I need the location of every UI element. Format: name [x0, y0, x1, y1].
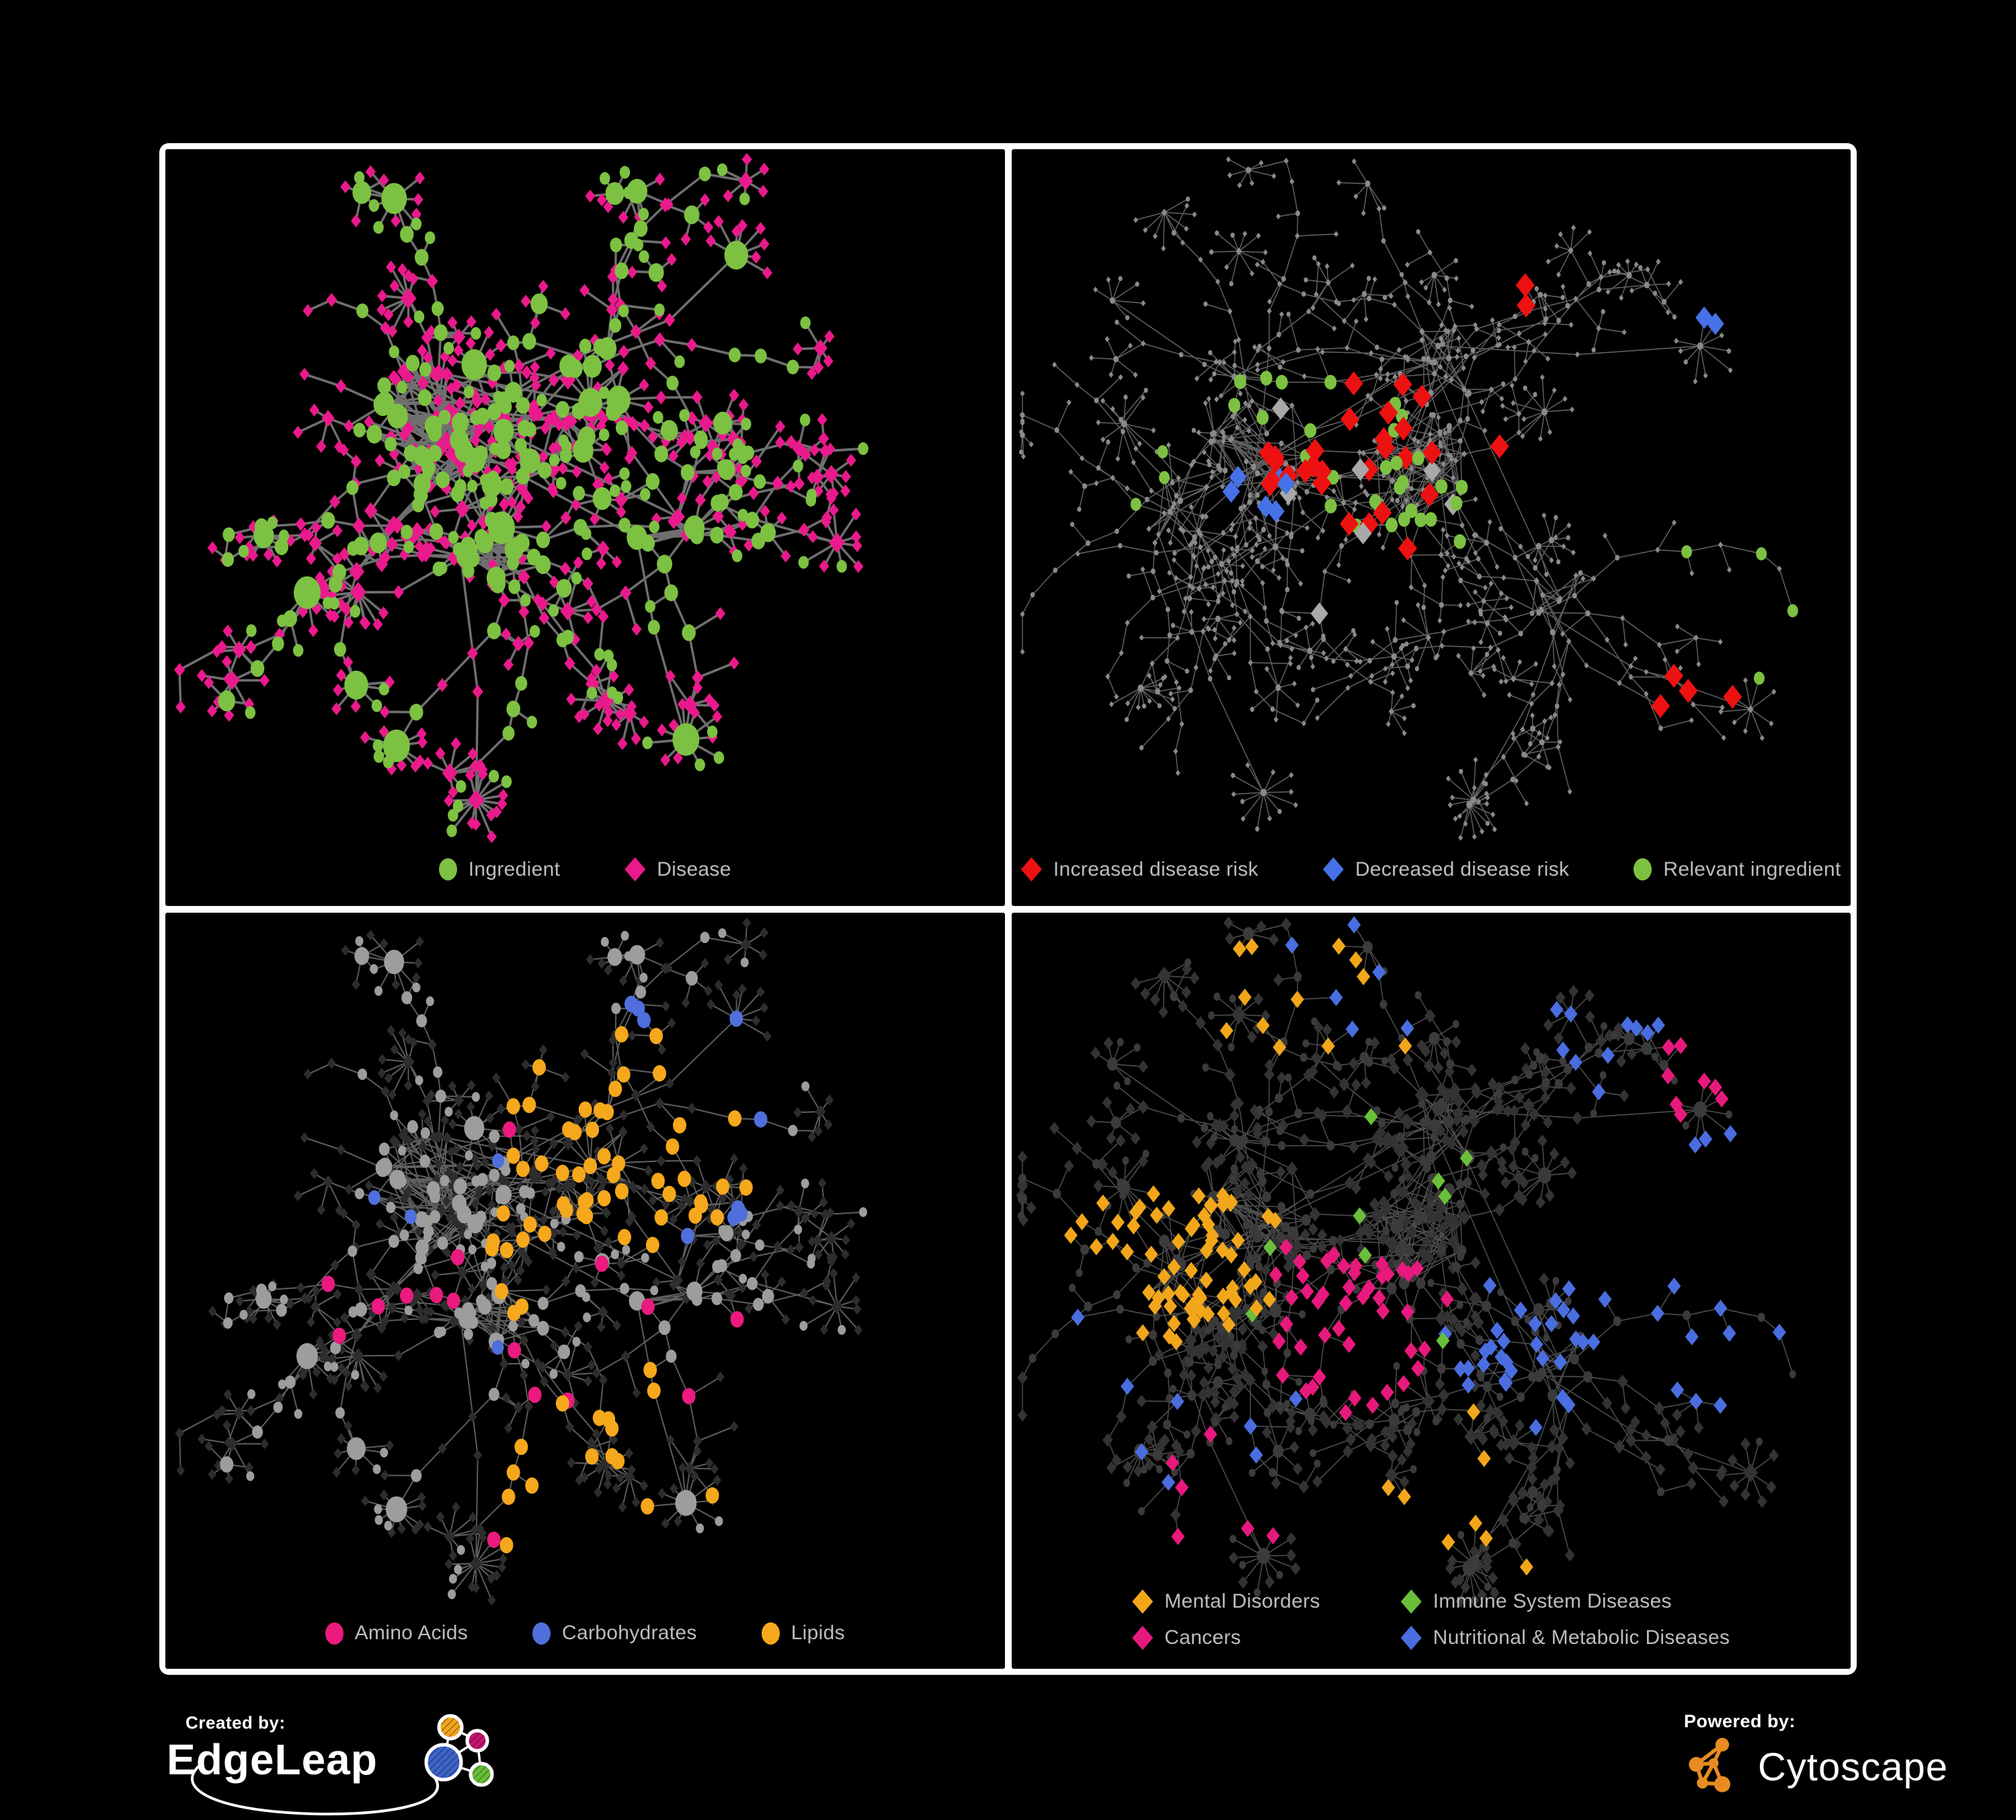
legend-ellipse-icon — [761, 1622, 780, 1645]
panel-ingredient-disease: Ingredient Disease — [165, 149, 1005, 906]
cytoscape-wordmark: Cytoscape — [1758, 1745, 1949, 1789]
cytoscape-logo-icon — [1689, 1737, 1730, 1792]
legend-ingredient-disease: Ingredient Disease — [165, 857, 1005, 882]
powered-by-label: Powered by: — [1684, 1711, 1796, 1731]
legend-item: Decreased disease risk — [1322, 857, 1570, 882]
legend-nutrient-classes: Amino Acids Carbohydrates Lipids — [165, 1622, 1005, 1645]
legend-label: Ingredient — [468, 858, 561, 880]
legend-ellipse-icon — [532, 1622, 551, 1645]
legend-item: Relevant ingredient — [1634, 858, 1841, 881]
nutrient-class-graph — [175, 917, 867, 1606]
legend-label: Decreased disease risk — [1355, 858, 1570, 880]
legend-label: Mental Disorders — [1164, 1590, 1320, 1612]
legend-diamond-icon — [1322, 857, 1344, 882]
panel-nutrient-classes: Amino Acids Carbohydrates Lipids — [165, 912, 1005, 1669]
legend-diamond-icon — [1020, 857, 1042, 882]
legend-item: Mental Disorders — [1132, 1589, 1320, 1614]
ingredient-disease-graph — [173, 153, 869, 843]
legend-label: Nutritional & Metabolic Diseases — [1433, 1626, 1730, 1649]
legend-diamond-icon — [1400, 1589, 1422, 1614]
panels-grid: Ingredient Disease Increased disease risk… — [159, 143, 1857, 1675]
legend-item: Immune System Diseases — [1400, 1589, 1730, 1614]
legend-item: Increased disease risk — [1020, 857, 1258, 882]
panel-disease-risk: Increased disease risk Decreased disease … — [1011, 149, 1851, 906]
legend-ellipse-icon — [1634, 858, 1652, 880]
legend-label: Amino Acids — [354, 1622, 468, 1644]
legend-item: Amino Acids — [325, 1622, 468, 1645]
legend-diamond-icon — [1400, 1626, 1422, 1650]
legend-ellipse-icon — [438, 858, 457, 880]
disease-risk-graph — [1018, 156, 1798, 841]
legend-label: Lipids — [791, 1622, 845, 1644]
created-by-label: Created by: — [186, 1712, 286, 1733]
legend-disease-risk: Increased disease risk Decreased disease … — [1012, 857, 1851, 882]
legend-label: Relevant ingredient — [1663, 858, 1841, 880]
edgeleap-logo-icon — [191, 1714, 494, 1816]
legend-item: Cancers — [1132, 1626, 1320, 1650]
legend-item: Disease — [624, 857, 731, 882]
legend-diamond-icon — [624, 857, 646, 882]
disease-category-graph — [1016, 915, 1796, 1608]
panel-disease-categories: Mental Disorders Immune System Diseases Ca… — [1011, 912, 1851, 1669]
legend-diamond-icon — [1132, 1589, 1154, 1614]
edgeleap-wordmark: EdgeLeap — [167, 1735, 378, 1784]
legend-label: Immune System Diseases — [1433, 1590, 1672, 1612]
legend-item: Carbohydrates — [532, 1622, 697, 1645]
legend-disease-categories: Mental Disorders Immune System Diseases Ca… — [1012, 1589, 1851, 1650]
edgeleap-attribution: Created by: EdgeLeap — [167, 1712, 516, 1820]
legend-item: Nutritional & Metabolic Diseases — [1400, 1626, 1730, 1650]
cytoscape-attribution: Powered by: Cytoscape — [1684, 1711, 1993, 1812]
legend-label: Increased disease risk — [1053, 858, 1258, 880]
legend-ellipse-icon — [325, 1622, 344, 1645]
legend-label: Carbohydrates — [562, 1622, 697, 1644]
legend-item: Ingredient — [438, 858, 561, 881]
legend-label: Disease — [657, 858, 731, 880]
legend-diamond-icon — [1132, 1626, 1154, 1650]
legend-item: Lipids — [761, 1622, 845, 1645]
legend-label: Cancers — [1164, 1626, 1242, 1649]
